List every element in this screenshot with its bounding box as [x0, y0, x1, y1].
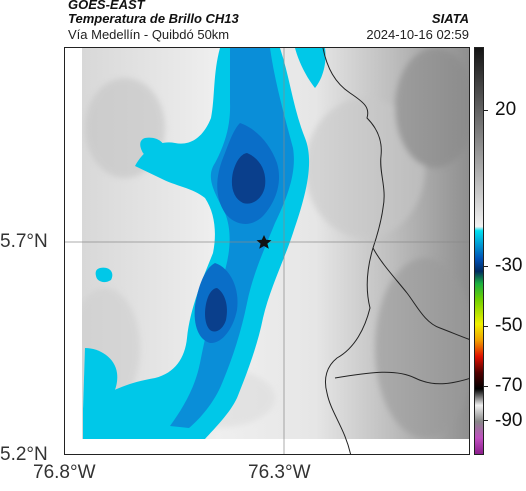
colorbar-label: 20 [495, 99, 517, 120]
region-label: Vía Medellín - Quibdó 50km [68, 27, 230, 42]
satellite-title: GOES-EAST [68, 0, 145, 12]
cold-cloud-band [83, 48, 326, 439]
colorbar-label: -70 [495, 375, 523, 396]
colorbar [474, 47, 484, 455]
x-tick-label: 76.3°W [248, 462, 311, 483]
colorbar-label: -50 [495, 315, 523, 336]
colorbar-label: -30 [495, 255, 523, 276]
admin-borders [322, 48, 469, 454]
map-canvas [65, 48, 469, 454]
x-tick-label: 76.8°W [33, 462, 96, 483]
colorbar-label: -90 [495, 410, 523, 431]
y-tick-label: 5.2°N [0, 444, 48, 465]
product-subtitle: Temperatura de Brillo CH13 [68, 11, 239, 26]
colorbar-tick [484, 386, 488, 387]
colorbar-tick [484, 420, 488, 421]
bottom-margin [65, 439, 469, 454]
y-tick-label: 5.7°N [0, 231, 48, 252]
timestamp: 2024-10-16 02:59 [366, 27, 469, 42]
colorbar-tick [484, 110, 488, 111]
colorbar-tick [484, 326, 488, 327]
colorbar-tick [484, 266, 488, 267]
org-label: SIATA [431, 11, 469, 26]
left-margin [65, 48, 82, 454]
satellite-map[interactable] [64, 47, 470, 455]
star-icon[interactable] [256, 235, 272, 249]
colorbar-gradient [475, 48, 483, 454]
